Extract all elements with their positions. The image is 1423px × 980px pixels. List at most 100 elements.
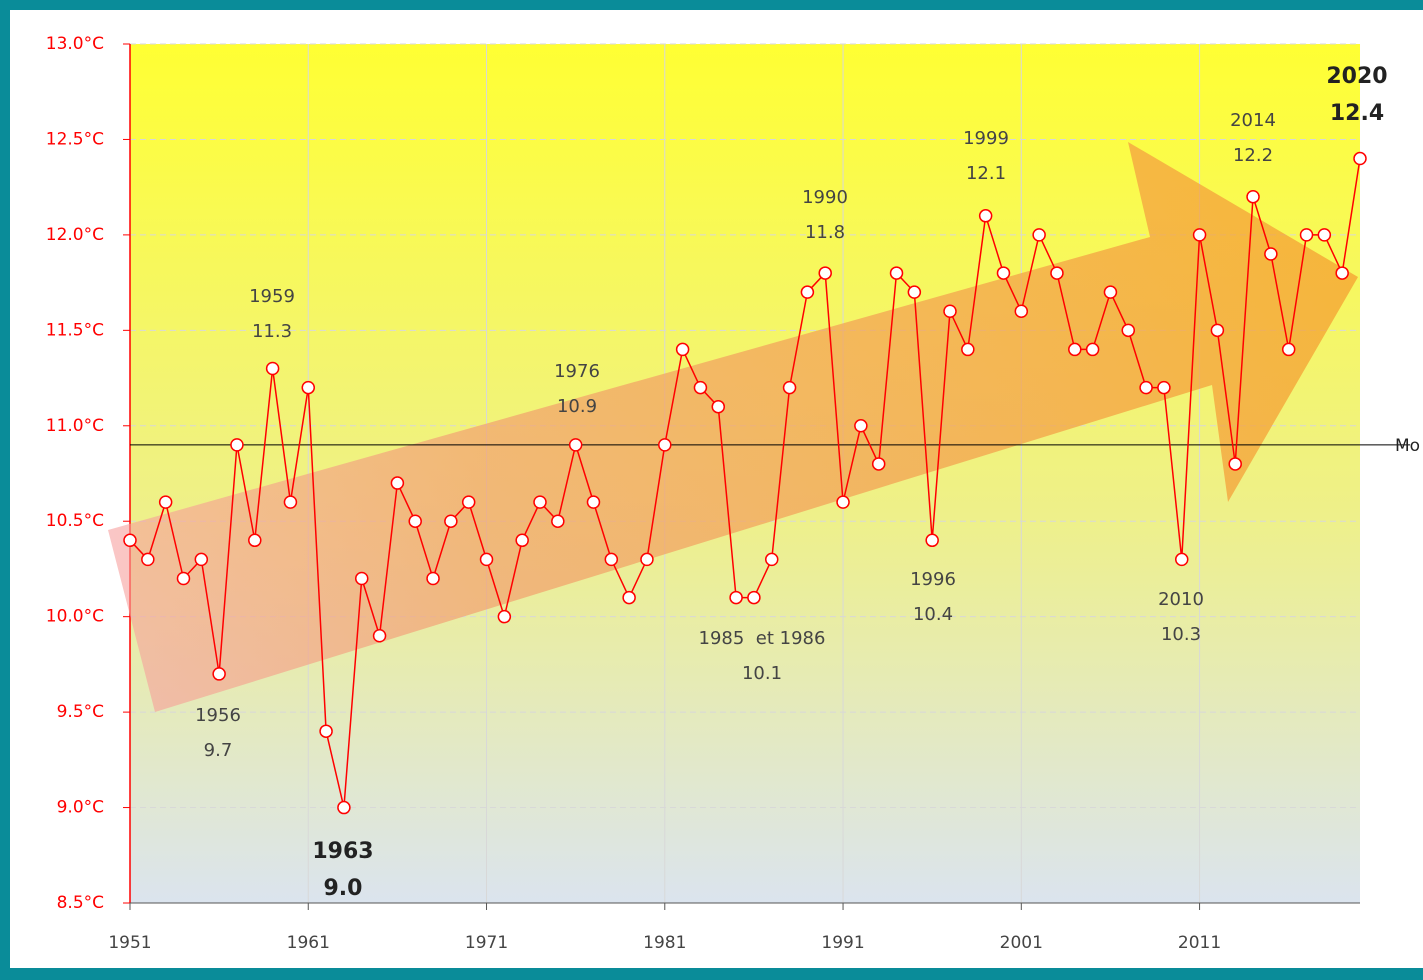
- data-point: [640, 552, 654, 567]
- annotation: 1990: [802, 187, 848, 208]
- data-point: [907, 285, 922, 299]
- annotation: 12.2: [1233, 145, 1273, 166]
- data-point: [568, 438, 583, 452]
- annotation: 9.0: [324, 876, 363, 901]
- data-point: [1121, 323, 1136, 338]
- series-line: [129, 158, 1361, 808]
- data-point: [943, 304, 957, 318]
- data-point: [782, 380, 797, 395]
- data-point: [871, 457, 886, 471]
- data-point: [800, 285, 815, 299]
- data-point: [444, 514, 458, 528]
- x-tick-label: 1971: [465, 933, 508, 953]
- x-tick-label: 1961: [287, 933, 330, 953]
- data-point: [461, 495, 476, 509]
- data-point: [658, 438, 672, 452]
- data-point: [515, 533, 529, 548]
- mean-label: Mo: [1395, 436, 1420, 456]
- data-point: [1032, 228, 1046, 242]
- annotation: 1999: [963, 128, 1009, 149]
- x-tick-label: 1991: [821, 933, 864, 953]
- y-tick-label: 9.5°C: [57, 702, 104, 722]
- data-point: [158, 495, 173, 509]
- data-point: [961, 342, 975, 357]
- data-point: [1228, 457, 1242, 471]
- data-point: [836, 495, 850, 509]
- data-point: [497, 609, 512, 624]
- x-tick-label: 2011: [1178, 933, 1221, 953]
- data-point: [586, 495, 601, 509]
- annotation: 11.3: [252, 321, 292, 342]
- data-point: [1174, 552, 1189, 567]
- data-point: [1192, 228, 1207, 242]
- y-tick-label: 13.0°C: [46, 34, 104, 54]
- data-point: [1139, 380, 1153, 395]
- data-point: [123, 533, 137, 548]
- annotation: 12.1: [966, 163, 1006, 184]
- annotation: 11.8: [805, 222, 845, 243]
- data-point: [729, 590, 743, 605]
- trend-arrow: [108, 142, 1358, 712]
- data-point: [1050, 266, 1064, 280]
- data-point: [1264, 247, 1278, 261]
- data-point: [604, 552, 619, 567]
- data-point: [230, 438, 244, 452]
- y-tick-label: 11.0°C: [46, 416, 104, 436]
- data-point: [194, 552, 209, 567]
- data-point: [711, 399, 726, 414]
- data-point: [854, 419, 868, 433]
- y-tick-label: 11.5°C: [46, 320, 104, 340]
- data-point: [533, 495, 547, 509]
- data-point: [925, 533, 939, 548]
- data-point: [212, 667, 226, 681]
- data-point: [1103, 285, 1118, 299]
- data-point: [141, 552, 155, 567]
- data-point: [390, 476, 405, 490]
- annotation: 1985 et 1986: [699, 628, 826, 649]
- data-point: [978, 209, 993, 223]
- data-point: [622, 590, 636, 605]
- annotation: 2014: [1230, 110, 1276, 131]
- data-point: [426, 571, 440, 586]
- data-point: [1085, 342, 1100, 357]
- data-point: [372, 629, 387, 643]
- data-point: [693, 380, 708, 395]
- y-tick-label: 9.0°C: [57, 798, 104, 818]
- data-point: [265, 361, 280, 376]
- data-point: [354, 571, 369, 586]
- annotation: 1996: [910, 569, 956, 590]
- annotation: 10.4: [913, 604, 953, 625]
- data-point: [1335, 266, 1349, 280]
- annotation: 1963: [312, 839, 373, 864]
- data-point: [283, 495, 298, 509]
- x-tick-label: 1951: [108, 933, 151, 953]
- data-point: [479, 552, 494, 567]
- data-point: [1281, 342, 1296, 357]
- y-tick-label: 8.5°C: [57, 893, 104, 913]
- data-point: [747, 590, 761, 605]
- x-tick-label: 2001: [1000, 933, 1043, 953]
- annotation: 10.1: [742, 663, 782, 684]
- y-tick-label: 12.0°C: [46, 225, 104, 245]
- x-tick-label: 1981: [643, 933, 686, 953]
- annotation: 1976: [554, 361, 600, 382]
- data-point: [1014, 304, 1029, 318]
- data-point: [176, 571, 191, 586]
- data-point: [1157, 380, 1171, 395]
- annotation: 2010: [1158, 589, 1204, 610]
- data-point: [764, 552, 779, 567]
- annotation: 12.4: [1330, 101, 1384, 126]
- annotation: 1959: [249, 286, 295, 307]
- data-point: [319, 724, 333, 738]
- data-point: [1068, 342, 1082, 357]
- y-tick-label: 12.5°C: [46, 129, 104, 149]
- data-point: [337, 800, 351, 815]
- data-point: [551, 514, 565, 528]
- data-point: [996, 266, 1011, 280]
- annotation: 2020: [1326, 64, 1387, 89]
- data-point: [675, 342, 690, 357]
- y-tick-label: 10.5°C: [46, 511, 104, 531]
- data-point: [408, 514, 422, 528]
- annotation: 10.9: [557, 396, 597, 417]
